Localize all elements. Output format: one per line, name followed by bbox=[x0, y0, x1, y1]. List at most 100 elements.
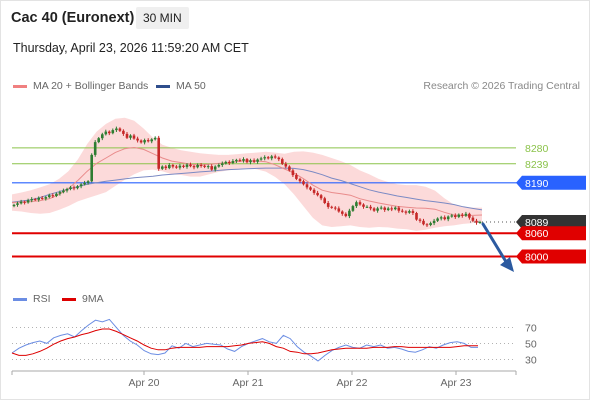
candle-body bbox=[397, 207, 401, 211]
candle-body bbox=[404, 211, 408, 213]
time-axis-label: Apr 22 bbox=[337, 377, 368, 389]
candle-body bbox=[316, 192, 319, 196]
candle-body bbox=[376, 208, 379, 211]
candle-body bbox=[284, 163, 288, 167]
candle-body bbox=[26, 200, 30, 203]
rsi-tick-label: 70 bbox=[525, 322, 537, 334]
level-tag-label: 8089 bbox=[525, 217, 549, 229]
candle-body bbox=[171, 165, 175, 167]
time-axis-label: Apr 20 bbox=[129, 377, 160, 389]
candle-body bbox=[139, 140, 143, 143]
candle-body bbox=[461, 214, 464, 216]
rsi-line bbox=[11, 318, 478, 362]
candle-body bbox=[182, 165, 185, 167]
candle-body bbox=[62, 190, 65, 193]
candle-body bbox=[471, 217, 475, 221]
candle-body bbox=[93, 142, 97, 155]
candle-body bbox=[238, 159, 242, 161]
candle-body bbox=[192, 166, 196, 168]
timeframe-button[interactable]: 30 MIN bbox=[136, 7, 189, 29]
candle-body bbox=[185, 164, 189, 167]
legend-ma50: MA 50 bbox=[156, 80, 206, 92]
time-axis-label: Apr 21 bbox=[233, 377, 264, 389]
candle-body bbox=[432, 220, 436, 224]
candle-body bbox=[344, 213, 348, 217]
bollinger-bands bbox=[12, 117, 482, 231]
candle-body bbox=[161, 166, 164, 169]
source-note: Research © 2026 Trading Central bbox=[423, 80, 580, 92]
forecast-arrow-head bbox=[500, 257, 514, 272]
candle-body bbox=[281, 159, 284, 164]
candle-body bbox=[443, 217, 446, 220]
candle-body bbox=[37, 197, 40, 200]
time-axis: Apr 20 Apr 21 Apr 22 Apr 23 bbox=[11, 370, 517, 389]
candle-body bbox=[305, 184, 309, 188]
candle-body bbox=[457, 214, 461, 217]
candle-body bbox=[118, 128, 122, 131]
candle-body bbox=[157, 137, 160, 169]
candle-body bbox=[436, 218, 439, 221]
candle-body bbox=[129, 135, 132, 138]
candle-body bbox=[231, 161, 235, 163]
candle-body bbox=[79, 184, 83, 187]
candle-body bbox=[153, 137, 157, 140]
candle-body bbox=[203, 165, 206, 167]
candle-body bbox=[33, 199, 37, 201]
ma50-legend-label: MA 50 bbox=[176, 80, 206, 92]
candle-body bbox=[270, 156, 273, 159]
legend-ma20: MA 20 + Bollinger Bands bbox=[13, 80, 148, 92]
candle-body bbox=[19, 201, 23, 204]
ma20-swatch bbox=[13, 84, 27, 88]
candle-body bbox=[101, 134, 104, 139]
legend-rsi-ma: 9MA bbox=[62, 293, 104, 305]
candle-body bbox=[355, 202, 358, 207]
candle-body bbox=[298, 178, 302, 182]
rsi-ma-line bbox=[11, 328, 478, 356]
level-tag-bg bbox=[516, 215, 586, 229]
bollinger-band-fill bbox=[12, 117, 482, 231]
rsi-ma-swatch bbox=[62, 297, 76, 301]
candle-body bbox=[111, 130, 115, 134]
time-axis-label: Apr 23 bbox=[441, 377, 472, 389]
candle-body bbox=[334, 207, 337, 209]
candle-body bbox=[330, 206, 333, 208]
candle-body bbox=[210, 166, 213, 170]
candle-body bbox=[178, 165, 182, 168]
candle-body bbox=[362, 204, 365, 207]
candle-body bbox=[478, 222, 482, 223]
candle-body bbox=[446, 216, 450, 220]
report-datetime: Thursday, April 23, 2026 11:59:20 AM CET bbox=[13, 41, 249, 55]
candle-body bbox=[40, 197, 44, 199]
candle-body bbox=[379, 207, 383, 209]
candle-body bbox=[415, 213, 418, 220]
candle-body bbox=[439, 217, 443, 219]
rsi-swatch bbox=[13, 297, 27, 301]
candle-body bbox=[277, 157, 281, 160]
price-levels bbox=[12, 147, 580, 258]
candles bbox=[12, 126, 482, 227]
rsi-tick-label: 30 bbox=[525, 354, 537, 366]
candle-body bbox=[83, 182, 86, 185]
candle-body bbox=[224, 161, 228, 164]
candle-body bbox=[44, 197, 48, 199]
candle-body bbox=[309, 187, 312, 190]
candle-body bbox=[386, 208, 390, 210]
candle-body bbox=[86, 181, 90, 183]
instrument-title: Cac 40 (Euronext) bbox=[11, 10, 135, 26]
candle-body bbox=[23, 201, 26, 203]
candle-body bbox=[302, 181, 305, 185]
candle-body bbox=[411, 211, 415, 213]
candle-body bbox=[196, 165, 199, 168]
candle-body bbox=[390, 208, 393, 210]
candle-body bbox=[266, 157, 270, 159]
candle-body bbox=[288, 166, 291, 171]
level-tag-bg bbox=[516, 226, 586, 241]
candle-body bbox=[372, 208, 376, 211]
candle-body bbox=[206, 166, 210, 168]
candle-body bbox=[97, 138, 100, 143]
candle-body bbox=[76, 186, 79, 189]
candle-body bbox=[312, 189, 316, 193]
candle-body bbox=[136, 138, 139, 141]
